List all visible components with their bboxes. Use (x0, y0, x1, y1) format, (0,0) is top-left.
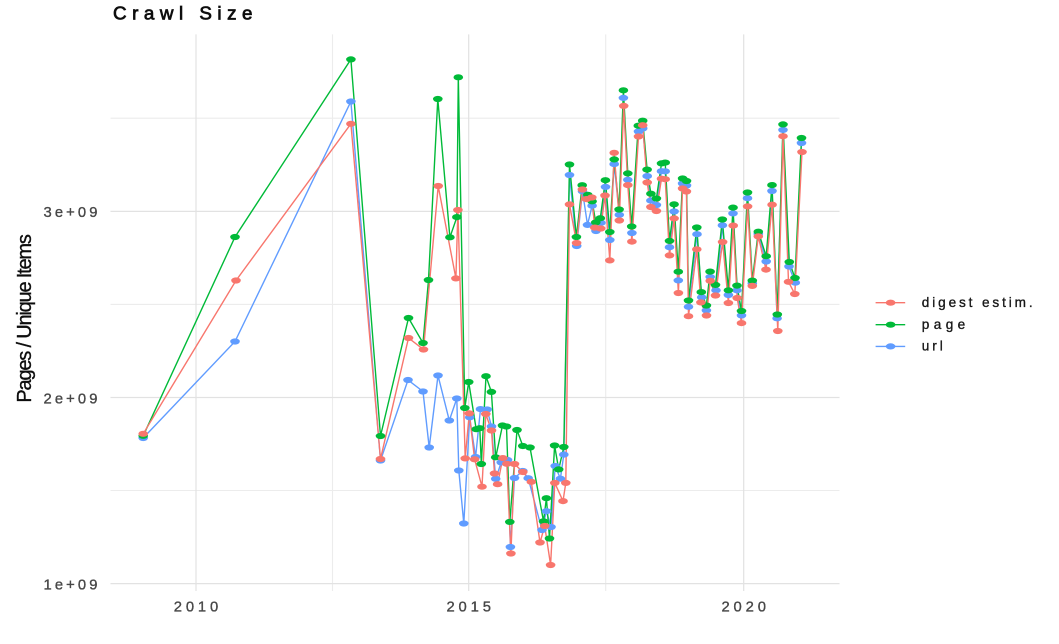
svg-text:Crawl Size: Crawl Size (113, 3, 253, 24)
svg-text:1e+09: 1e+09 (44, 577, 98, 593)
svg-text:digest estim.: digest estim. (922, 295, 1033, 310)
svg-text:Pages / Unique Items: Pages / Unique Items (14, 234, 36, 403)
svg-text:2e+09: 2e+09 (44, 391, 98, 407)
svg-text:url: url (922, 339, 943, 354)
svg-text:3e+09: 3e+09 (44, 205, 98, 221)
